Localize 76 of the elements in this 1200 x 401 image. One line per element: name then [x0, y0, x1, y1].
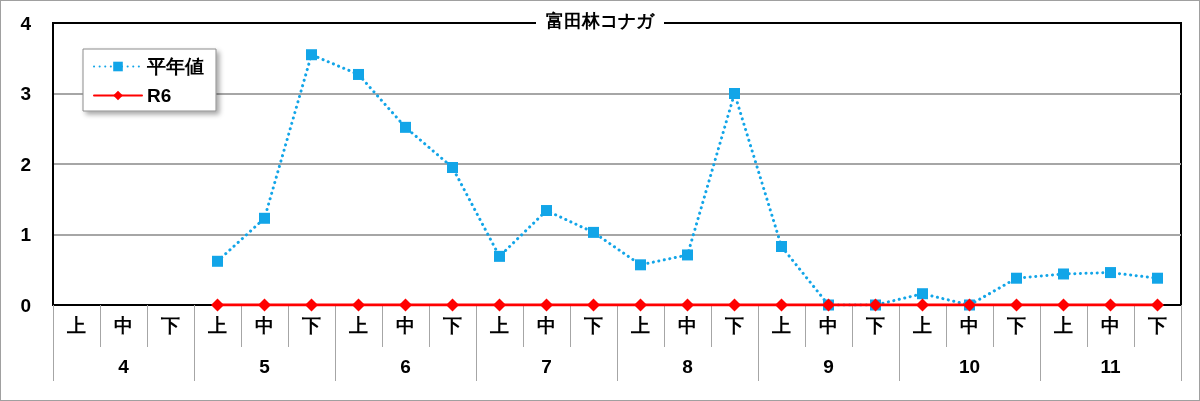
legend-label: R6 [147, 85, 172, 106]
text: 10 [958, 356, 981, 377]
point [682, 249, 693, 261]
x-tick-label: 中 [960, 315, 979, 336]
x-tick-label: 上 [1053, 315, 1073, 336]
x-tick-label: 下 [724, 315, 744, 336]
point [587, 298, 600, 312]
point [728, 298, 741, 312]
point [353, 68, 364, 80]
point [1010, 298, 1023, 312]
y-tick-label: 3 [20, 83, 31, 104]
point [258, 298, 271, 312]
point [400, 121, 411, 133]
y-tick-label: 0 [20, 294, 31, 316]
x-tick-label: 下 [1147, 315, 1167, 336]
y-tick-label: 4 [20, 12, 32, 34]
x-tick-label: 中 [114, 315, 133, 336]
point [1057, 298, 1070, 312]
point [540, 298, 553, 312]
text: 4 [118, 356, 130, 377]
x-tick-label: 上 [489, 315, 509, 336]
point [305, 298, 318, 312]
point [306, 49, 317, 61]
point [1011, 272, 1022, 284]
x-tick-label: 下 [301, 315, 321, 336]
x-tick-label: 中 [819, 315, 838, 336]
text: 6 [400, 356, 411, 377]
text: 9 [823, 356, 834, 377]
point [259, 212, 270, 224]
point [635, 259, 646, 271]
point [1058, 268, 1069, 280]
text: 8 [682, 356, 693, 377]
chart-title: 富田林コナガ [546, 11, 656, 31]
point [352, 298, 365, 312]
point [212, 255, 223, 267]
x-tick-label: 中 [678, 315, 697, 336]
point [446, 298, 459, 312]
text: 5 [259, 356, 271, 377]
point [493, 298, 506, 312]
x-tick-label: 上 [207, 315, 227, 336]
x-tick-label: 下 [583, 315, 603, 336]
point [729, 88, 740, 99]
point [399, 298, 412, 312]
point [211, 298, 224, 312]
x-tick-label: 上 [630, 315, 650, 336]
x-tick-label: 下 [442, 315, 462, 336]
point [776, 240, 787, 252]
point [494, 250, 505, 262]
x-tick-label: 上 [66, 315, 86, 336]
x-tick-label: 中 [255, 315, 274, 336]
point [541, 205, 552, 217]
point [447, 162, 458, 174]
x-tick-label: 上 [348, 315, 368, 336]
x-tick-label: 中 [1101, 315, 1120, 336]
x-tick-label: 下 [1006, 315, 1026, 336]
x-tick-label: 中 [396, 315, 415, 336]
point [916, 298, 929, 312]
point [1104, 298, 1117, 312]
point [634, 298, 647, 312]
x-tick-label: 下 [160, 315, 180, 336]
point [681, 298, 694, 312]
text: 7 [541, 356, 552, 377]
x-tick-label: 中 [537, 315, 556, 336]
point [1105, 267, 1116, 279]
y-tick-label: 2 [20, 153, 31, 175]
point [917, 288, 928, 300]
x-tick-label: 下 [865, 315, 885, 336]
x-tick-label: 上 [771, 315, 791, 336]
point [775, 298, 788, 312]
point [1151, 298, 1164, 312]
x-tick-label: 上 [912, 315, 932, 336]
y-tick-label: 1 [20, 224, 32, 245]
legend-label: 平年値 [146, 56, 204, 77]
point [588, 226, 599, 238]
point [1152, 272, 1163, 284]
text: 11 [1100, 356, 1121, 377]
